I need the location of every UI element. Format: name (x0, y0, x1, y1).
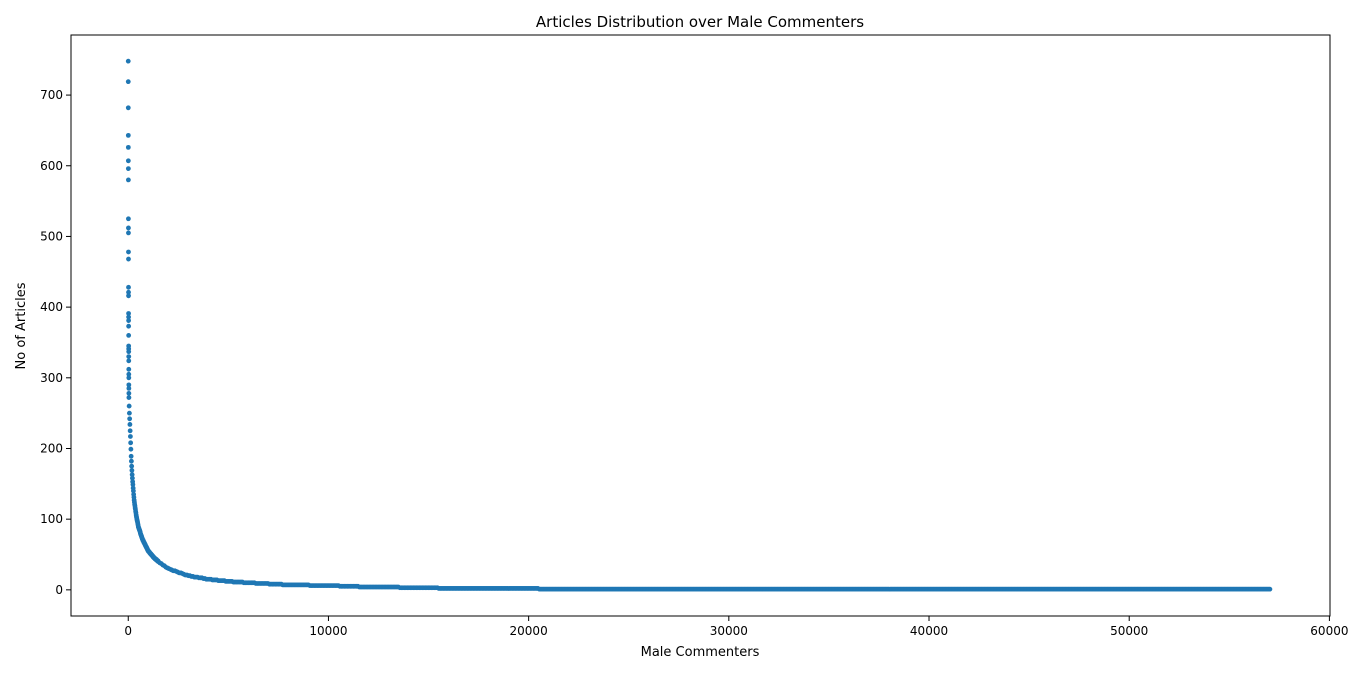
y-tick-label: 0 (55, 583, 63, 597)
data-point (129, 458, 134, 464)
data-point (125, 58, 131, 64)
y-tick-label: 300 (40, 371, 63, 385)
data-point (126, 293, 131, 299)
data-point (126, 311, 131, 316)
x-tick-label: 50000 (1110, 624, 1148, 638)
data-point (125, 144, 131, 150)
data-point (126, 225, 131, 231)
data-point (128, 440, 134, 446)
data-point (125, 79, 131, 85)
y-axis-label: No of Articles (14, 282, 29, 369)
x-tick-label: 10000 (309, 624, 347, 638)
data-point (128, 446, 134, 452)
data-point (126, 323, 132, 329)
x-tick-label: 60000 (1310, 624, 1348, 638)
data-points (125, 58, 1273, 592)
data-point (126, 318, 132, 323)
data-point (126, 382, 132, 388)
x-axis: 0 10000 20000 30000 40000 50000 60000 (124, 616, 1348, 638)
x-tick-label: 20000 (510, 624, 548, 638)
data-point (126, 410, 132, 416)
plot-frame (70, 34, 1331, 617)
data-point (126, 395, 132, 400)
data-point (126, 256, 131, 262)
data-point (127, 428, 133, 434)
data-point (126, 314, 131, 320)
data-point (125, 105, 131, 111)
data-point (130, 475, 135, 481)
y-tick-label: 200 (40, 441, 63, 455)
y-tick-label: 500 (40, 229, 63, 243)
data-point (129, 472, 135, 478)
data-point (126, 358, 132, 364)
data-point (1267, 586, 1273, 592)
x-axis-label: Male Commenters (641, 645, 760, 660)
y-tick-label: 400 (40, 300, 63, 314)
x-tick-label: 0 (124, 624, 132, 638)
y-tick-label: 700 (40, 88, 63, 102)
x-tick-label: 30000 (710, 624, 748, 638)
data-point (126, 289, 131, 295)
data-point (126, 390, 132, 396)
data-point (126, 349, 132, 355)
data-point (129, 463, 135, 469)
data-point (131, 488, 136, 494)
data-point (128, 453, 134, 459)
chart-title: Articles Distribution over Male Commente… (536, 13, 864, 31)
y-tick-label: 100 (40, 512, 63, 526)
data-point (125, 177, 131, 183)
data-point (126, 249, 131, 255)
y-tick-label: 600 (40, 159, 63, 173)
data-point (125, 166, 131, 171)
data-point (126, 366, 132, 372)
data-point (129, 468, 135, 473)
data-point (126, 333, 132, 338)
data-point (127, 422, 133, 427)
data-point (126, 230, 131, 236)
data-point (127, 434, 133, 439)
data-point (125, 158, 131, 164)
data-point (126, 375, 132, 381)
data-point (126, 386, 132, 391)
data-point (126, 216, 131, 222)
data-point (130, 482, 136, 487)
x-tick-label: 40000 (910, 624, 948, 638)
data-point (126, 354, 132, 359)
data-point (127, 416, 133, 422)
data-point (126, 403, 132, 409)
y-axis: 0 100 200 300 400 500 600 700 (40, 88, 71, 597)
data-point (126, 371, 132, 377)
data-point (125, 132, 131, 138)
data-point (126, 284, 131, 290)
